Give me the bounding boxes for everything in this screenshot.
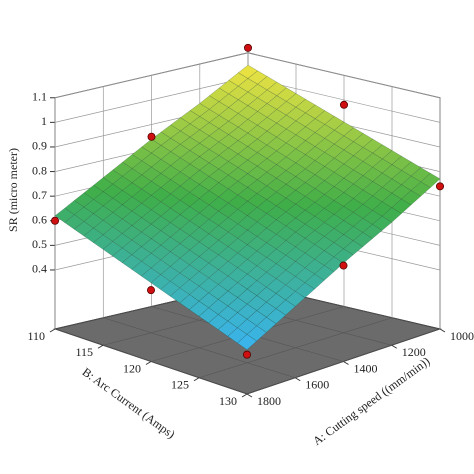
z-tick-label: 0.7 [32, 188, 47, 202]
tick [246, 393, 253, 398]
tick [439, 328, 446, 333]
design-point [242, 350, 251, 359]
floor-grid-line [246, 328, 441, 395]
z-tick-label: 0.5 [32, 237, 47, 251]
design-point [243, 43, 252, 52]
z-tick-label: 0.6 [32, 213, 47, 227]
z-tick-label: 1 [41, 114, 47, 128]
tick [294, 377, 301, 382]
surface-cell [237, 334, 257, 350]
x-tick-label: 1200 [402, 345, 426, 359]
x-tick-label: 1000 [450, 329, 474, 343]
z-tick-label: 1.1 [32, 90, 47, 104]
tick [145, 361, 152, 365]
design-point [339, 261, 348, 270]
design-point [339, 100, 348, 109]
tick [49, 328, 56, 333]
tick [97, 344, 104, 349]
y-axis-title: B: Arc Current (Amps) [80, 365, 178, 442]
z-axis-title: SR (micro meter) [6, 148, 20, 232]
tick [343, 361, 349, 365]
x-tick-label: 1400 [354, 361, 378, 375]
tick [193, 377, 200, 382]
z-tick-label: 0.9 [32, 139, 47, 153]
y-tick-label: 130 [219, 394, 237, 408]
design-point [435, 182, 444, 191]
y-tick-label: 120 [123, 361, 141, 375]
tick [241, 393, 248, 398]
z-tick-label: 0.4 [32, 262, 47, 276]
y-tick-label: 115 [75, 345, 93, 359]
floor-grid-line [198, 317, 393, 379]
design-point [51, 216, 60, 225]
tick [391, 344, 398, 349]
design-point [146, 286, 155, 295]
x-tick-label: 1800 [257, 394, 281, 408]
x-tick-label: 1600 [305, 378, 329, 392]
y-tick-label: 125 [171, 378, 189, 392]
design-point [147, 132, 156, 141]
y-tick-label: 110 [27, 329, 45, 343]
z-tick-label: 0.8 [32, 163, 47, 177]
